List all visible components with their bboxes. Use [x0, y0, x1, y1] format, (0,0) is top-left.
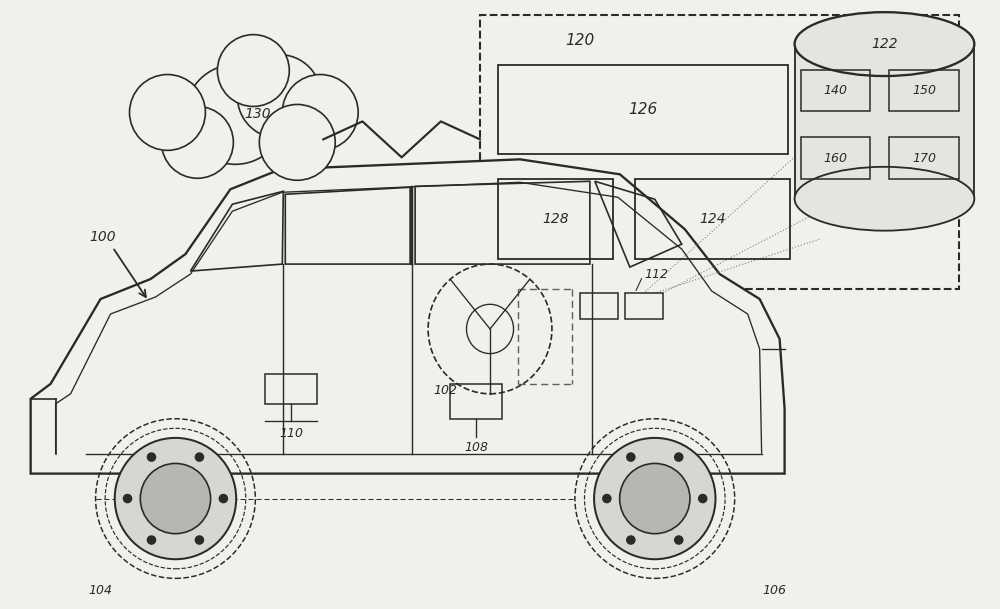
Bar — [801, 69, 870, 111]
Text: 100: 100 — [89, 230, 116, 244]
Circle shape — [626, 535, 636, 545]
Circle shape — [185, 65, 285, 164]
Bar — [889, 69, 959, 111]
Circle shape — [140, 463, 211, 533]
Circle shape — [674, 452, 684, 462]
Circle shape — [626, 452, 636, 462]
Bar — [580, 293, 618, 319]
Text: 112: 112 — [645, 267, 669, 281]
Circle shape — [195, 535, 204, 545]
Circle shape — [620, 463, 690, 533]
Circle shape — [217, 35, 289, 107]
Text: 150: 150 — [912, 84, 936, 97]
Text: 122: 122 — [871, 37, 898, 51]
Circle shape — [282, 74, 358, 150]
Text: 124: 124 — [699, 212, 726, 226]
Circle shape — [123, 494, 132, 504]
Bar — [480, 15, 959, 289]
Text: 170: 170 — [912, 152, 936, 165]
Bar — [889, 138, 959, 179]
Circle shape — [602, 494, 612, 504]
Bar — [450, 384, 502, 419]
Bar — [635, 179, 790, 259]
Circle shape — [195, 452, 204, 462]
Text: 126: 126 — [628, 102, 657, 117]
Circle shape — [698, 494, 708, 504]
Circle shape — [161, 107, 233, 178]
Bar — [625, 293, 663, 319]
Text: 108: 108 — [464, 441, 488, 454]
Bar — [265, 374, 317, 404]
Text: 128: 128 — [542, 212, 569, 226]
Polygon shape — [31, 160, 785, 474]
Bar — [795, 44, 974, 199]
Text: 120: 120 — [565, 33, 595, 48]
Text: 106: 106 — [763, 584, 787, 597]
Text: 140: 140 — [824, 84, 848, 97]
Circle shape — [594, 438, 716, 559]
Bar — [498, 65, 788, 154]
Text: 160: 160 — [824, 152, 848, 165]
Bar — [498, 179, 613, 259]
Circle shape — [219, 494, 228, 504]
Circle shape — [115, 438, 236, 559]
Text: 104: 104 — [89, 584, 113, 597]
Circle shape — [130, 74, 205, 150]
Text: 110: 110 — [279, 427, 303, 440]
Bar — [801, 138, 870, 179]
Text: 102: 102 — [433, 384, 457, 397]
Circle shape — [147, 452, 156, 462]
Circle shape — [674, 535, 684, 545]
Ellipse shape — [795, 167, 974, 231]
Circle shape — [259, 105, 335, 180]
Circle shape — [147, 535, 156, 545]
Text: 130: 130 — [244, 107, 271, 121]
Ellipse shape — [795, 12, 974, 76]
Circle shape — [237, 55, 321, 138]
